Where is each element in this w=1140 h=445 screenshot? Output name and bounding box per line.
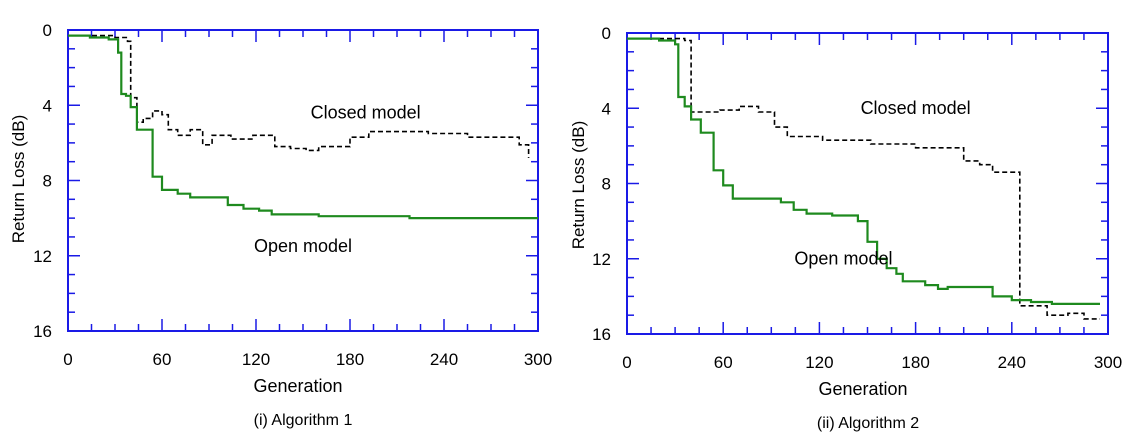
x-axis-label: Generation <box>253 376 342 396</box>
x-tick-label: 60 <box>153 350 172 369</box>
series-open-model <box>627 37 1100 305</box>
x-axis-label: Generation <box>818 379 907 399</box>
y-tick-label: 8 <box>602 175 611 194</box>
series-closed-model <box>627 37 1100 320</box>
x-tick-label: 120 <box>242 350 270 369</box>
y-tick-label: 12 <box>33 247 52 266</box>
y-tick-label: 4 <box>602 99 611 118</box>
y-tick-label: 16 <box>33 322 52 341</box>
series-closed-model <box>68 34 530 158</box>
x-tick-label: 120 <box>805 353 833 372</box>
chart-caption: (i) Algorithm 1 <box>254 412 353 429</box>
x-tick-label: 180 <box>336 350 364 369</box>
x-tick-label: 0 <box>622 353 631 372</box>
y-tick-label: 4 <box>43 96 52 115</box>
series-open-model <box>68 34 538 220</box>
plot-frame <box>626 32 1109 335</box>
annotation-open-model: Open model <box>794 248 892 268</box>
chart-caption: (ii) Algorithm 2 <box>817 415 919 432</box>
y-tick-label: 0 <box>43 21 52 40</box>
annotation-closed-model: Closed model <box>311 102 421 122</box>
x-tick-label: 180 <box>901 353 929 372</box>
y-tick-label: 8 <box>43 172 52 191</box>
chart-2: 0 60 120 180 240 300 0 4 8 12 16 Generation Return L… <box>569 24 1122 432</box>
x-tick-label: 240 <box>998 353 1026 372</box>
y-tick-label: 0 <box>602 24 611 43</box>
plot-frame <box>67 29 539 332</box>
y-tick-label: 16 <box>592 325 611 344</box>
annotation-closed-model: Closed model <box>861 98 971 118</box>
y-axis-label: Return Loss (dB) <box>569 121 588 250</box>
y-tick-label: 12 <box>592 250 611 269</box>
y-axis-label: Return Loss (dB) <box>9 115 28 244</box>
x-tick-label: 60 <box>714 353 733 372</box>
x-tick-label: 300 <box>1094 353 1122 372</box>
x-tick-label: 300 <box>524 350 552 369</box>
x-tick-label: 0 <box>63 350 72 369</box>
annotation-open-model: Open model <box>254 236 352 256</box>
x-tick-label: 240 <box>430 350 458 369</box>
chart-1: 0 60 120 180 240 300 0 4 8 12 16 Generation Return L… <box>9 21 552 429</box>
